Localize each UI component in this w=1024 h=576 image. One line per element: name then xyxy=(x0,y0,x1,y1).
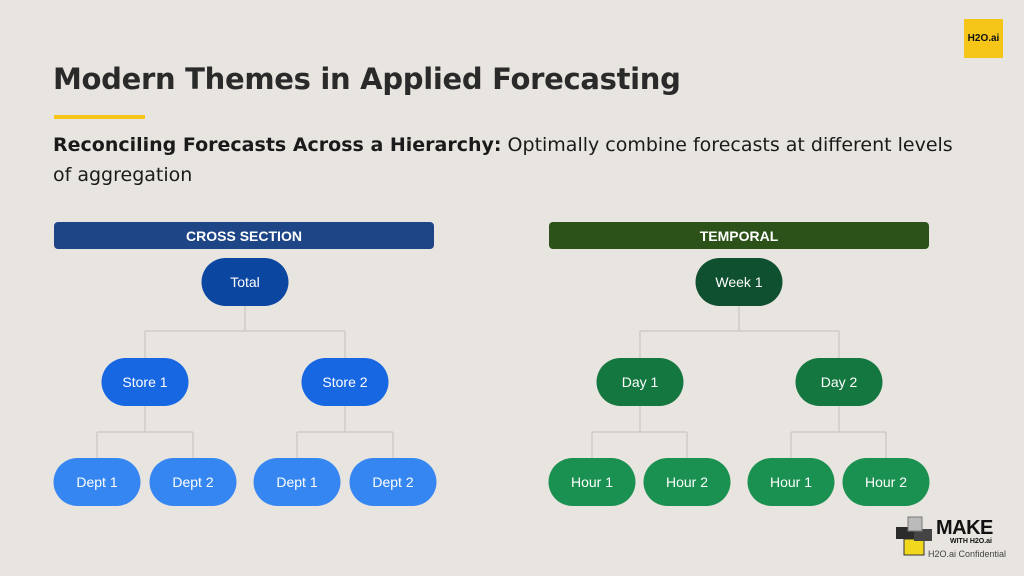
node-week-1: Week 1 xyxy=(695,258,783,306)
node-hour: Hour 2 xyxy=(842,458,930,506)
subtitle-bold: Reconciling Forecasts Across a Hierarchy… xyxy=(53,134,502,156)
cross-section-header: CROSS SECTION xyxy=(54,222,434,249)
node-hour: Hour 1 xyxy=(548,458,636,506)
node-dept: Dept 2 xyxy=(349,458,437,506)
node-hour: Hour 2 xyxy=(643,458,731,506)
node-dept: Dept 1 xyxy=(253,458,341,506)
confidential-text: H2O.ai Confidential xyxy=(928,549,1007,559)
page-title: Modern Themes in Applied Forecasting xyxy=(53,62,681,96)
node-dept: Dept 2 xyxy=(149,458,237,506)
title-underline xyxy=(54,115,145,119)
node-store-2: Store 2 xyxy=(301,358,389,406)
cubes-icon xyxy=(896,516,932,556)
subtitle: Reconciling Forecasts Across a Hierarchy… xyxy=(53,130,953,190)
node-hour: Hour 1 xyxy=(747,458,835,506)
temporal-header: TEMPORAL xyxy=(549,222,929,249)
h2o-logo: H2O.ai xyxy=(964,19,1003,58)
node-store-1: Store 1 xyxy=(101,358,189,406)
with-h2o-text: WITH H2O.ai xyxy=(950,538,993,545)
subtitle-text: Optimally combine forecasts at different… xyxy=(53,134,953,186)
node-total: Total xyxy=(201,258,289,306)
node-dept: Dept 1 xyxy=(53,458,141,506)
node-day-2: Day 2 xyxy=(795,358,883,406)
node-day-1: Day 1 xyxy=(596,358,684,406)
make-text: MAKE xyxy=(936,517,993,539)
